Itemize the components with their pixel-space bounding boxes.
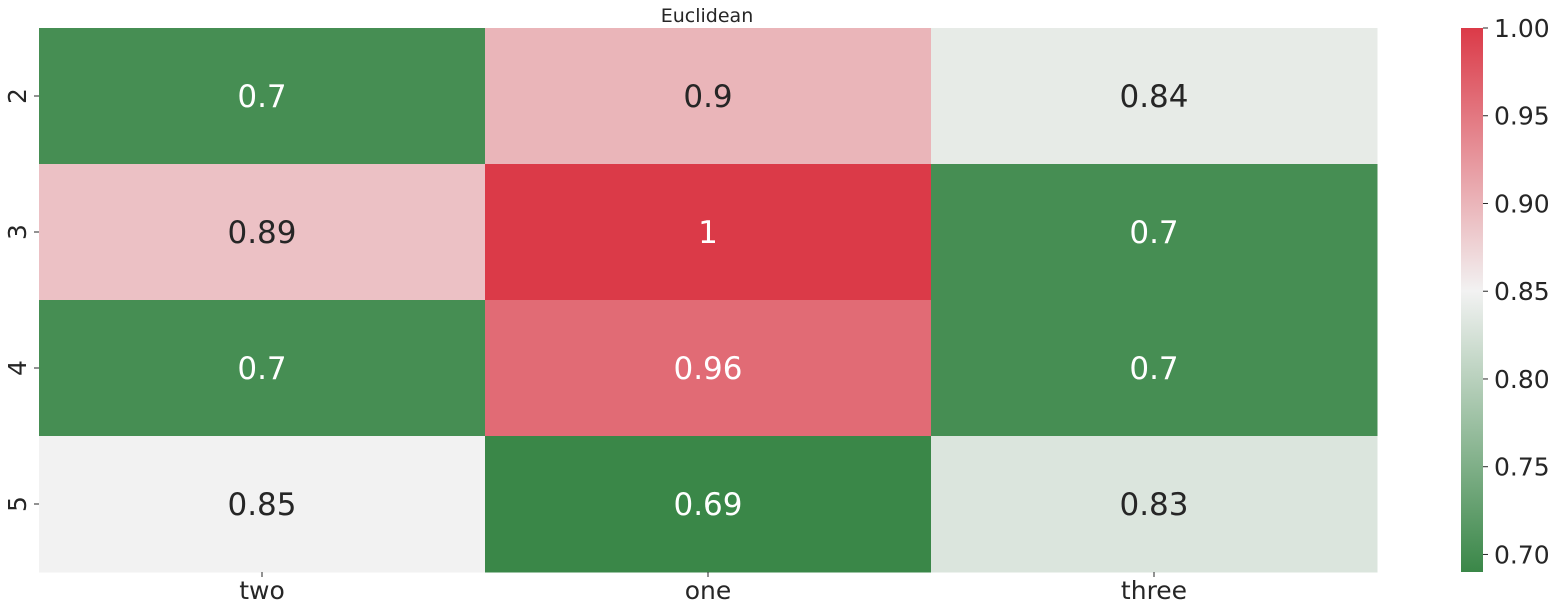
cell-value-label: 0.7: [237, 351, 286, 387]
x-tick-label: two: [239, 576, 285, 605]
x-tick-label: one: [685, 576, 732, 605]
cell-value-label: 0.89: [227, 215, 296, 251]
y-tick-label: 3: [3, 224, 32, 240]
cell-value-label: 0.85: [227, 487, 296, 523]
y-tick-label: 2: [3, 88, 32, 104]
y-axis: 2 3 4 5: [3, 88, 39, 512]
cell-value-label: 0.9: [683, 79, 732, 115]
heatmap-cell: [485, 164, 932, 301]
cell-value-label: 0.84: [1119, 79, 1188, 115]
colorbar-tick-label: 0.90: [1494, 189, 1550, 218]
cell-value-label: 0.83: [1119, 487, 1188, 523]
y-tick-label: 4: [3, 360, 32, 376]
chart-title: Euclidean: [661, 5, 754, 27]
colorbar-tick-label: 1.00: [1494, 14, 1550, 43]
y-tick-label: 5: [3, 496, 32, 512]
x-tick-label: three: [1121, 576, 1187, 605]
heatmap-cell: [485, 300, 932, 437]
colorbar-tick-label: 0.95: [1494, 102, 1550, 131]
colorbar: [1461, 28, 1483, 572]
cell-value-label: 0.96: [673, 351, 742, 387]
heatmap-cell: [931, 300, 1378, 437]
colorbar-tick-label: 0.70: [1494, 540, 1550, 569]
heatmap-cell: [39, 28, 486, 165]
heatmap-cell: [931, 436, 1378, 573]
heatmap-cell-labels: 0.7 0.9 0.84 0.89 1 0.7 0.7 0.96 0.7 0.85 0.69 0.83: [227, 79, 1188, 523]
heatmap-cell: [39, 300, 486, 437]
colorbar-tick-label: 0.75: [1494, 453, 1550, 482]
colorbar-tick-label: 0.85: [1494, 277, 1550, 306]
heatmap-cells: [39, 28, 1378, 573]
heatmap-cell: [931, 164, 1378, 301]
cell-value-label: 0.7: [1129, 351, 1178, 387]
colorbar-ticks: 0.70 0.75 0.80 0.85 0.90 0.95 1.00: [1483, 14, 1550, 569]
heatmap-cell: [485, 436, 932, 573]
cell-value-label: 0.69: [673, 487, 742, 523]
colorbar-tick-label: 0.80: [1494, 365, 1550, 394]
cell-value-label: 0.7: [237, 79, 286, 115]
heatmap-cell: [485, 28, 932, 165]
x-axis: two one three: [239, 572, 1187, 605]
cell-value-label: 1: [698, 215, 718, 251]
heatmap-cell: [931, 28, 1378, 165]
heatmap-cell: [39, 164, 486, 301]
cell-value-label: 0.7: [1129, 215, 1178, 251]
heatmap-cell: [39, 436, 486, 573]
